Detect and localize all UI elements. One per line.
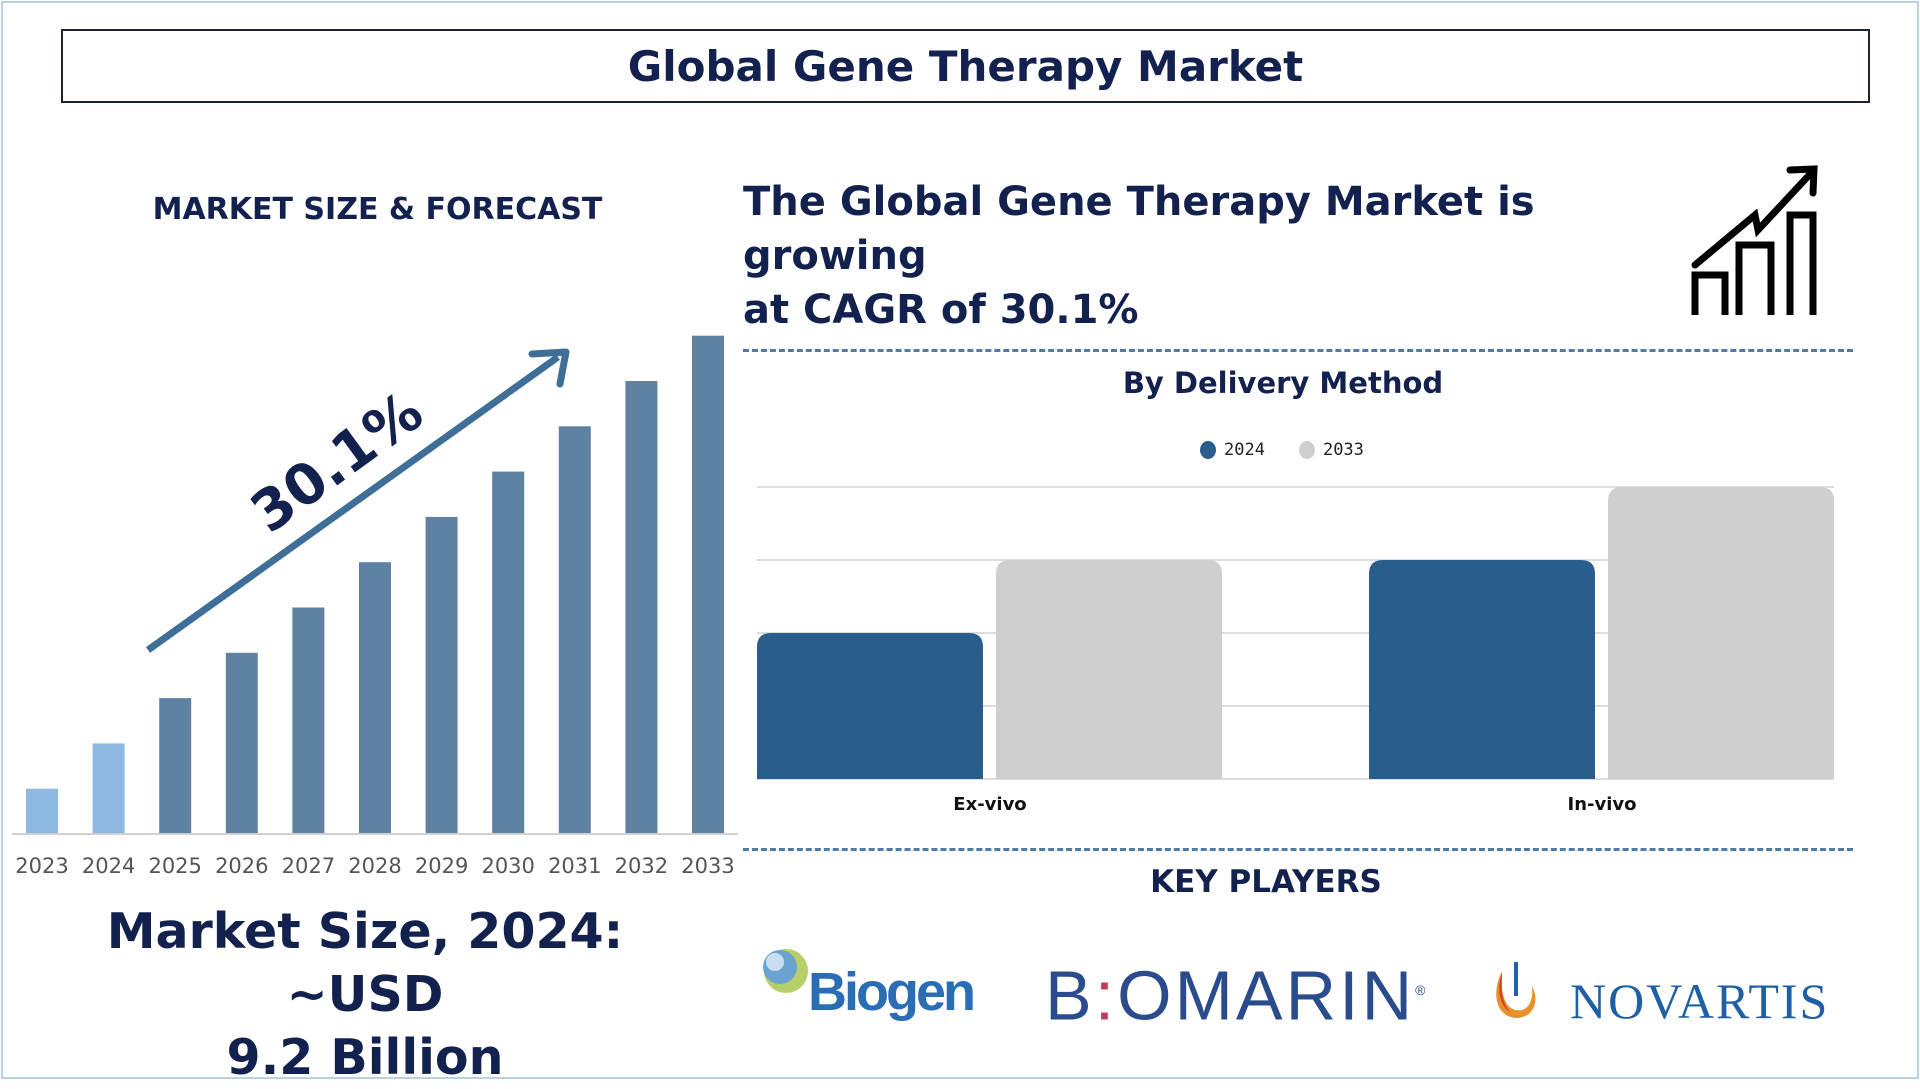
delivery-chart-title: By Delivery Method (1122, 366, 1444, 400)
year-label-2023: 2023 (15, 854, 69, 878)
bar-2024 (92, 743, 125, 834)
growth-arrow (145, 354, 561, 653)
legend-label-2024: 2024 (1224, 440, 1265, 460)
bar-2027 (292, 607, 325, 834)
legend-dot-2024 (1200, 441, 1216, 459)
bar-2023 (26, 788, 58, 834)
year-label-2030: 2030 (481, 854, 535, 878)
year-label-2025: 2025 (148, 854, 202, 878)
market-size-forecast-label: MARKET SIZE & FORECAST (152, 192, 603, 227)
bar-2033 (692, 335, 724, 834)
biogen-sphere-icon (763, 949, 808, 993)
growth-chart-icon (1691, 165, 1818, 315)
year-label-2028: 2028 (348, 854, 402, 878)
bar-2029 (425, 516, 458, 834)
market-size-line1: Market Size, 2024: ~USD (106, 903, 624, 1023)
divider-top (743, 349, 1853, 352)
bar-2032 (625, 381, 658, 834)
bar-ex-vivo-2033 (996, 560, 1222, 779)
bar-2030 (492, 471, 525, 834)
chart-legend: 2024 2033 (1200, 440, 1364, 460)
bar-ex-vivo-2024 (757, 633, 983, 779)
biogen-logo: Biogen (758, 945, 998, 1025)
category-label-in-vivo: In-vivo (1567, 794, 1637, 815)
headline-line2: at CAGR of 30.1% (743, 287, 1139, 333)
year-label-2026: 2026 (215, 854, 269, 878)
bar-2026 (225, 652, 258, 834)
biomarin-logo: B:OMARIN® (1045, 956, 1429, 1035)
year-label-2031: 2031 (548, 854, 602, 878)
headline: The Global Gene Therapy Market is growin… (743, 175, 1703, 337)
bar-in-vivo-2024 (1369, 560, 1595, 779)
market-size-line2: 9.2 Billion (226, 1029, 504, 1086)
year-label-2029: 2029 (414, 854, 469, 878)
headline-line1: The Global Gene Therapy Market is growin… (743, 179, 1535, 279)
page-title: Global Gene Therapy Market (61, 29, 1870, 103)
legend-item-2024: 2024 (1200, 440, 1265, 460)
growth-arrow-head (528, 348, 570, 388)
legend-label-2033: 2033 (1322, 440, 1364, 460)
year-label-2032: 2032 (614, 854, 669, 878)
market-size-text: Market Size, 2024: ~USD 9.2 Billion (20, 900, 710, 1089)
divider-bottom (743, 848, 1853, 851)
forecast-bar-chart (12, 335, 738, 835)
year-label-2027: 2027 (281, 854, 336, 878)
novartis-flame-icon (1496, 962, 1536, 1018)
key-players-label: KEY PLAYERS (1150, 864, 1382, 900)
legend-dot-2033 (1298, 441, 1315, 459)
legend-item-2033: 2033 (1298, 440, 1364, 460)
bar-in-vivo-2033 (1608, 487, 1834, 779)
year-label-2033: 2033 (681, 854, 735, 878)
bar-2028 (359, 562, 391, 834)
novartis-logo: NOVARTIS (1490, 960, 1840, 1030)
category-label-ex-vivo: Ex-vivo (953, 794, 1027, 815)
delivery-bar-chart (757, 486, 1834, 780)
bar-2025 (159, 698, 192, 834)
year-label-2024: 2024 (81, 854, 136, 878)
bar-2031 (558, 426, 591, 834)
